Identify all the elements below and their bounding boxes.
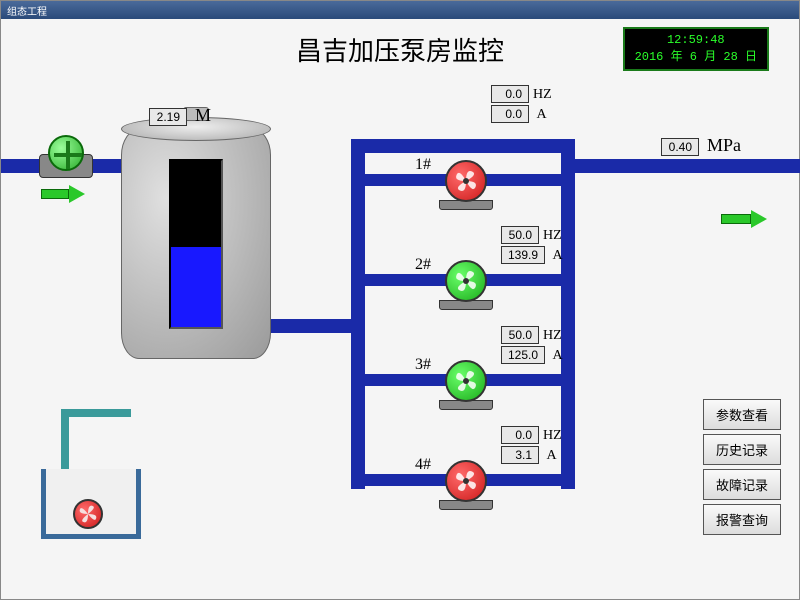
pump-3-hz: 50.0: [501, 326, 539, 344]
tank-level: 2.19 M: [149, 105, 211, 126]
scada-canvas: 12:59:48 2016 年 6 月 28 日 昌吉加压泵房监控 2.19 M…: [1, 19, 799, 599]
pump-4-amp: 3.1: [501, 446, 539, 464]
sump-pump-icon: [73, 499, 103, 529]
pipe-outlet: [575, 159, 800, 173]
pump-1-hz: 0.0: [491, 85, 529, 103]
pump-1-amp: 0.0: [491, 105, 529, 123]
pump-3-label: 3#: [415, 356, 431, 374]
tank-gauge: [169, 159, 223, 329]
outlet-pressure-unit: MPa: [707, 135, 741, 155]
outlet-pressure: 0.40 MPa: [661, 135, 741, 156]
pump-1-readings: 0.0 HZ 0.0 A: [491, 85, 552, 125]
sump-pipe-h: [61, 409, 131, 417]
pump-2-hz: 50.0: [501, 226, 539, 244]
sump-pipe-v: [61, 419, 69, 469]
window-title: 组态工程: [7, 7, 47, 18]
window-titlebar: 组态工程: [1, 1, 799, 19]
pump-4-label: 4#: [415, 456, 431, 474]
btn-params[interactable]: 参数查看: [703, 399, 781, 430]
button-panel: 参数查看 历史记录 故障记录 报警查询: [703, 399, 781, 539]
pump-1-fan-icon[interactable]: [445, 160, 487, 202]
clock-date: 2016 年 6 月 28 日: [635, 49, 757, 66]
amp-unit: A: [533, 107, 547, 122]
outlet-arrow-icon: [751, 210, 767, 228]
pipe-manifold-out: [561, 139, 575, 489]
btn-faults[interactable]: 故障记录: [703, 469, 781, 500]
inlet-arrow-shaft: [41, 189, 69, 199]
outlet-arrow-shaft: [721, 214, 751, 224]
clock-panel: 12:59:48 2016 年 6 月 28 日: [623, 27, 769, 71]
pump-4-fan-icon[interactable]: [445, 460, 487, 502]
page-title: 昌吉加压泵房监控: [296, 31, 504, 68]
btn-history[interactable]: 历史记录: [703, 434, 781, 465]
btn-alarms[interactable]: 报警查询: [703, 504, 781, 535]
inlet-valve-icon: [48, 135, 84, 171]
clock-time: 12:59:48: [635, 32, 757, 49]
hz-unit: HZ: [533, 87, 552, 102]
pump-4-readings: 0.0HZ3.1 A: [501, 426, 562, 466]
pump-2-label: 2#: [415, 256, 431, 274]
pump-3-amp: 125.0: [501, 346, 545, 364]
pump-2-readings: 50.0HZ139.9 A: [501, 226, 563, 266]
pump-4-hz: 0.0: [501, 426, 539, 444]
tank-level-value: 2.19: [149, 108, 187, 126]
pump-2-amp: 139.9: [501, 246, 545, 264]
inlet-arrow-icon: [69, 185, 85, 203]
pump-3-fan-icon[interactable]: [445, 360, 487, 402]
outlet-pressure-value: 0.40: [661, 138, 699, 156]
pump-2-fan-icon[interactable]: [445, 260, 487, 302]
pump-3-readings: 50.0HZ125.0 A: [501, 326, 563, 366]
tank-gauge-fill: [171, 247, 221, 327]
pipe-tank-out: [271, 319, 361, 333]
pipe-header-top: [351, 139, 575, 153]
pipe-manifold-in: [351, 139, 365, 489]
tank-level-unit: M: [195, 105, 211, 125]
pump-1-label: 1#: [415, 156, 431, 174]
